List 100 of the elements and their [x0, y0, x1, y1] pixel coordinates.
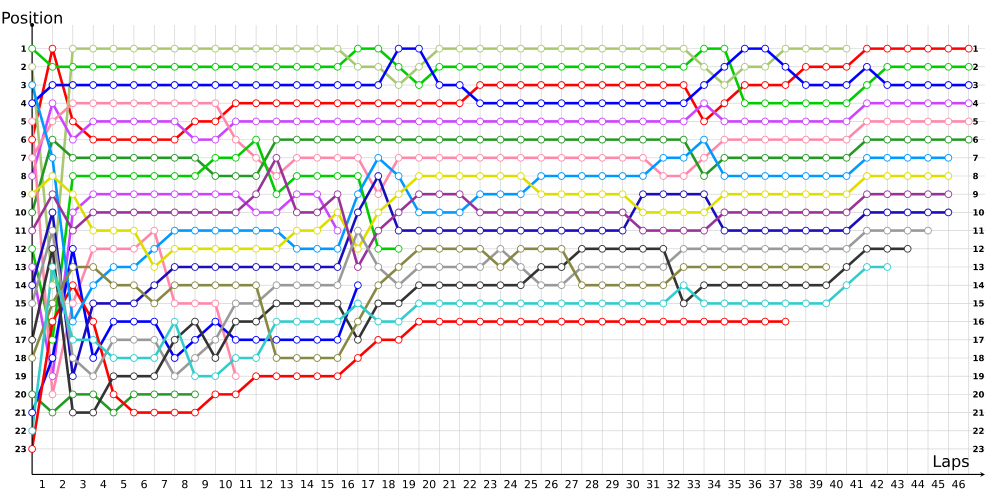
point — [110, 354, 118, 362]
point — [558, 154, 566, 162]
point — [456, 208, 464, 216]
point — [435, 244, 444, 252]
point — [435, 318, 444, 326]
point — [496, 80, 504, 89]
point — [516, 136, 525, 144]
point — [516, 154, 525, 162]
point — [740, 117, 749, 126]
point — [761, 262, 769, 271]
point — [354, 262, 362, 271]
point — [191, 99, 199, 107]
point — [212, 281, 220, 289]
point — [578, 172, 586, 180]
point — [313, 80, 322, 89]
point — [252, 281, 260, 289]
point — [212, 44, 220, 52]
point — [150, 99, 158, 107]
point — [822, 208, 830, 216]
point — [740, 154, 749, 162]
point — [904, 154, 912, 162]
point — [537, 318, 545, 326]
point — [761, 99, 769, 107]
point — [822, 80, 830, 89]
point — [191, 226, 199, 234]
point — [476, 226, 484, 234]
point — [28, 208, 36, 216]
point — [28, 390, 36, 398]
point — [374, 299, 382, 308]
y2-tick-label: 19 — [974, 372, 984, 380]
point — [272, 372, 280, 380]
point — [761, 44, 769, 52]
point — [659, 299, 668, 308]
y2-tick-label: 8 — [973, 172, 978, 180]
point — [680, 136, 688, 144]
point — [292, 354, 301, 362]
y-tick-label: 6 — [21, 136, 26, 143]
point — [680, 117, 688, 126]
point — [863, 190, 871, 198]
point — [842, 226, 850, 234]
point — [212, 390, 220, 398]
point — [272, 318, 280, 326]
point — [170, 281, 178, 289]
point — [191, 299, 199, 308]
point — [252, 136, 260, 144]
point — [170, 408, 178, 416]
point — [374, 80, 382, 89]
point — [578, 318, 586, 326]
point — [720, 262, 728, 271]
point — [435, 299, 444, 308]
point — [924, 99, 932, 107]
x-tick-label: 41 — [850, 480, 863, 488]
point — [415, 136, 423, 144]
point — [170, 154, 178, 162]
point — [394, 190, 402, 198]
x-tick-label: 8 — [182, 480, 188, 488]
point — [170, 262, 178, 271]
point — [232, 354, 240, 362]
point — [639, 208, 647, 216]
point — [130, 372, 138, 380]
point — [415, 117, 423, 126]
point — [924, 226, 932, 234]
point — [28, 354, 36, 362]
point — [292, 99, 301, 107]
point — [232, 318, 240, 326]
point — [782, 318, 790, 326]
point — [863, 117, 871, 126]
y2-tick-label: 3 — [973, 82, 978, 88]
point — [354, 172, 362, 180]
point — [354, 62, 362, 70]
point — [272, 99, 280, 107]
point — [68, 262, 77, 271]
point — [476, 299, 484, 308]
point — [68, 372, 77, 380]
point — [782, 62, 790, 70]
point — [496, 44, 504, 52]
point — [252, 99, 260, 107]
point — [110, 408, 118, 416]
point — [334, 336, 342, 344]
point — [212, 190, 220, 198]
point — [944, 44, 952, 52]
point — [272, 354, 280, 362]
point — [639, 136, 647, 144]
point — [191, 244, 199, 252]
point — [496, 62, 504, 70]
y-tick-label: 7 — [21, 154, 26, 161]
point — [516, 318, 525, 326]
point — [415, 99, 423, 107]
point — [68, 299, 77, 308]
point — [598, 244, 606, 252]
x-tick-label: 18 — [382, 480, 395, 488]
point — [598, 136, 606, 144]
point — [191, 80, 199, 89]
point — [232, 44, 240, 52]
point — [212, 354, 220, 362]
point — [48, 44, 56, 52]
point — [598, 190, 606, 198]
point — [516, 80, 525, 89]
point — [89, 262, 98, 271]
point — [170, 318, 178, 326]
